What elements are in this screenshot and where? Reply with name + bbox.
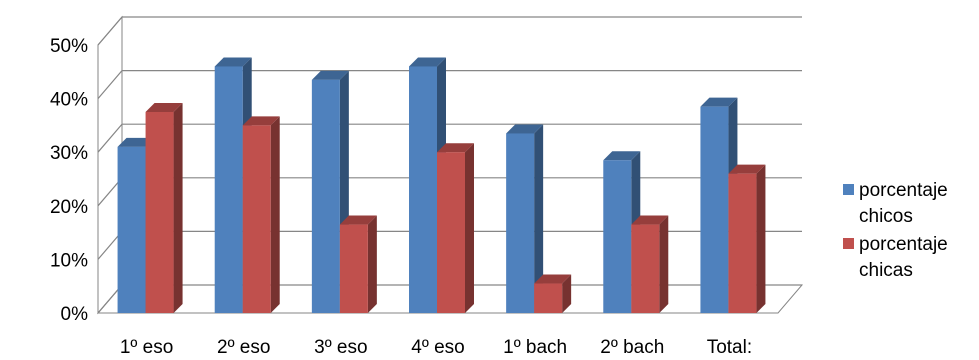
bar-chicos bbox=[311, 70, 349, 313]
gridline bbox=[97, 123, 802, 153]
bar-chicas bbox=[339, 215, 377, 313]
y-tick-label: 40% bbox=[50, 90, 88, 111]
x-tick-label: Total: bbox=[707, 337, 752, 358]
x-tick-label: 3º eso bbox=[314, 337, 367, 358]
legend-swatch bbox=[843, 184, 854, 195]
x-tick-label: 1º bach bbox=[503, 337, 567, 358]
x-tick-label: 1º eso bbox=[120, 337, 173, 358]
x-tick-label: 2º bach bbox=[600, 337, 664, 358]
gridline bbox=[97, 16, 802, 46]
legend-label: porcentaje bbox=[859, 180, 948, 201]
bar-chicas bbox=[631, 215, 669, 313]
y-tick-label: 0% bbox=[61, 304, 89, 325]
bar-chicas bbox=[145, 103, 183, 313]
legend-label: porcentaje bbox=[859, 234, 948, 255]
gridline bbox=[97, 69, 802, 99]
x-tick-label: 2º eso bbox=[217, 337, 270, 358]
y-tick-label: 10% bbox=[50, 250, 88, 271]
y-tick-label: 30% bbox=[50, 143, 88, 164]
bar-chicas bbox=[242, 116, 280, 314]
y-tick-label: 50% bbox=[50, 36, 88, 57]
y-axis-tick-labels: 0% 10% 20% 30% 40% 50% bbox=[50, 36, 88, 325]
y-tick-label: 20% bbox=[50, 197, 88, 218]
bar-chicas bbox=[437, 143, 474, 313]
legend-item: porcentaje chicas bbox=[843, 234, 948, 281]
x-axis-tick-labels: 1º eso 2º eso 3º eso 4º eso 1º bach 2º bach To… bbox=[120, 337, 752, 358]
bar-chicas bbox=[534, 274, 572, 313]
legend-swatch bbox=[843, 238, 854, 249]
bars bbox=[117, 57, 766, 314]
legend-label: chicas bbox=[859, 260, 913, 281]
legend: porcentaje chicos porcentaje chicas bbox=[843, 180, 948, 281]
bar-chicos bbox=[506, 124, 544, 313]
x-tick-label: 4º eso bbox=[411, 337, 464, 358]
legend-label: chicos bbox=[859, 206, 913, 227]
legend-item: porcentaje chicos bbox=[843, 180, 948, 227]
bar-chicas bbox=[728, 164, 766, 313]
